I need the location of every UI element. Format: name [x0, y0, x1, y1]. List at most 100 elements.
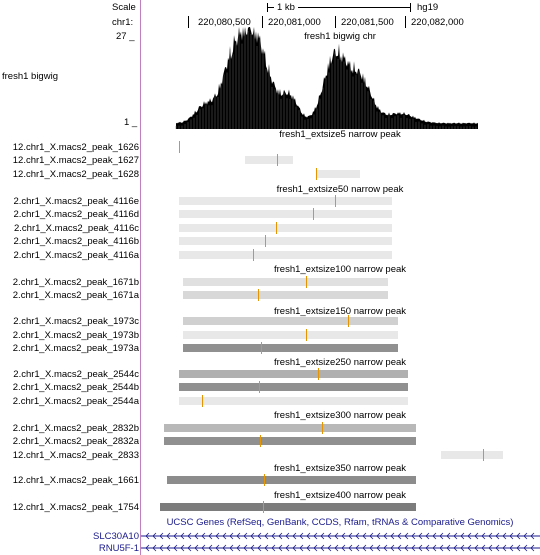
gene-strand-chevron [383, 544, 388, 552]
gene-strand-chevron [411, 544, 416, 552]
gene-label-rnu5f-1[interactable]: RNU5F-1 [98, 543, 139, 554]
peak-summit-mark [318, 368, 319, 380]
gene-strand-chevron [187, 544, 192, 552]
peak-row-label[interactable]: 2.chr1_X.macs2_peak_1973b [12, 330, 139, 341]
gene-label-slc30a10[interactable]: SLC30A10 [93, 531, 139, 542]
peak-row-label[interactable]: 12.chr1_X.macs2_peak_1628 [12, 169, 139, 180]
gene-strand-chevron [502, 544, 507, 552]
gene-strand-chevron [432, 544, 437, 552]
peak-row-label[interactable]: 2.chr1_X.macs2_peak_2832b [12, 423, 139, 434]
peak-row-label[interactable]: 2.chr1_X.macs2_peak_4116d [13, 209, 139, 220]
peak-bar[interactable] [183, 331, 398, 339]
gene-strand-chevron [376, 544, 381, 552]
peak-bar[interactable] [179, 397, 408, 405]
gene-strand-chevron [222, 544, 227, 552]
gene-strand-chevron [397, 544, 402, 552]
peak-row-label[interactable]: 2.chr1_X.macs2_peak_1671a [12, 290, 139, 301]
gene-strand-chevron [439, 544, 444, 552]
bigwig-track-label[interactable]: fresh1 bigwig [2, 71, 58, 82]
peak-bar[interactable] [441, 451, 503, 459]
peak-track-title: fresh1_extsize300 narrow peak [273, 410, 407, 421]
peak-row-label[interactable]: 12.chr1_X.macs2_peak_1626 [12, 142, 139, 153]
scale-label: Scale [112, 2, 136, 13]
peak-bar[interactable] [179, 237, 392, 245]
gene-strand-chevron [516, 532, 521, 540]
peak-row-label[interactable]: 2.chr1_X.macs2_peak_4116e [13, 196, 139, 207]
gene-strand-chevron [502, 532, 507, 540]
gene-strand-chevron [292, 532, 297, 540]
peak-bar[interactable] [183, 278, 388, 286]
peak-bar[interactable] [179, 197, 392, 205]
peak-summit-mark [276, 222, 277, 234]
peak-bar[interactable] [183, 317, 398, 325]
peak-summit-mark [322, 422, 323, 434]
peak-row-label[interactable]: 12.chr1_X.macs2_peak_2833 [12, 450, 139, 461]
gene-strand-chevron [348, 544, 353, 552]
peak-row-label[interactable]: 2.chr1_X.macs2_peak_2544b [12, 382, 139, 393]
gene-strand-chevron [446, 532, 451, 540]
peak-bar[interactable] [179, 224, 392, 232]
gene-strand-chevron [257, 544, 262, 552]
bigwig-max-label: 27 _ [116, 31, 135, 42]
peak-row-label[interactable]: 2.chr1_X.macs2_peak_2544a [12, 396, 139, 407]
peak-bar[interactable] [179, 210, 392, 218]
peak-bar[interactable] [164, 437, 416, 445]
peak-track-title: fresh1_extsize100 narrow peak [273, 264, 407, 275]
peak-row-label[interactable]: 2.chr1_X.macs2_peak_1671b [12, 277, 139, 288]
gene-strand-chevron [460, 544, 465, 552]
gene-strand-chevron [376, 532, 381, 540]
gene-strand-chevron [467, 532, 472, 540]
bigwig-min-label: 1 _ [124, 117, 138, 128]
peak-summit-mark [348, 315, 349, 327]
peak-bar[interactable] [316, 170, 360, 178]
gene-strand-chevron [278, 532, 283, 540]
gene-strand-chevron [355, 532, 360, 540]
peak-track-title: fresh1_extsize150 narrow peak [273, 306, 407, 317]
peak-bar[interactable] [179, 383, 408, 391]
gene-strand-chevron [495, 532, 500, 540]
gene-strand-chevron [404, 532, 409, 540]
peak-row-label[interactable]: 2.chr1_X.macs2_peak_2832a [12, 436, 139, 447]
peak-row-label[interactable]: 12.chr1_X.macs2_peak_1627 [12, 155, 139, 166]
peak-summit-mark [179, 141, 180, 153]
gene-strand-chevron [299, 532, 304, 540]
scale-bar-left [267, 7, 274, 8]
peak-row-label[interactable]: 2.chr1_X.macs2_peak_4116a [13, 250, 139, 261]
gene-strand-chevron [306, 544, 311, 552]
gene-strand-chevron [243, 532, 248, 540]
peak-bar[interactable] [160, 503, 416, 511]
gene-strand-chevron [418, 544, 423, 552]
peak-row-label[interactable]: 2.chr1_X.macs2_peak_4116c [14, 223, 139, 234]
gene-strand-chevron [446, 544, 451, 552]
gene-strand-chevron [320, 532, 325, 540]
gene-strand-chevron [236, 544, 241, 552]
peak-row-label[interactable]: 12.chr1_X.macs2_peak_1661 [12, 475, 139, 486]
peak-bar[interactable] [179, 370, 408, 378]
gene-strand-chevron [257, 532, 262, 540]
gene-strand-chevron [180, 532, 185, 540]
scale-bar-right-tick [410, 3, 411, 12]
gene-strand-chevron [166, 544, 171, 552]
peak-summit-mark [313, 208, 314, 220]
gene-strand-chevron [341, 532, 346, 540]
peak-row-label[interactable]: 2.chr1_X.macs2_peak_2544c [13, 369, 139, 380]
peak-row-label[interactable]: 2.chr1_X.macs2_peak_4116b [13, 236, 139, 247]
peak-bar[interactable] [179, 251, 392, 259]
peak-bar[interactable] [183, 344, 398, 352]
gene-strand-chevron [348, 532, 353, 540]
peak-row-label[interactable]: 12.chr1_X.macs2_peak_1754 [12, 502, 139, 513]
gene-strand-chevron [411, 532, 416, 540]
gene-strand-chevron [194, 532, 199, 540]
peak-row-label[interactable]: 2.chr1_X.macs2_peak_1973a [12, 343, 139, 354]
gene-strand-chevron [306, 532, 311, 540]
peak-bar[interactable] [164, 424, 416, 432]
peak-bar[interactable] [245, 156, 293, 164]
peak-bar[interactable] [167, 476, 416, 484]
gene-strand-chevron [369, 532, 374, 540]
gene-strand-chevron [285, 532, 290, 540]
peak-summit-mark [263, 501, 264, 513]
peak-bar[interactable] [183, 291, 388, 299]
peak-row-label[interactable]: 2.chr1_X.macs2_peak_1973c [13, 316, 139, 327]
